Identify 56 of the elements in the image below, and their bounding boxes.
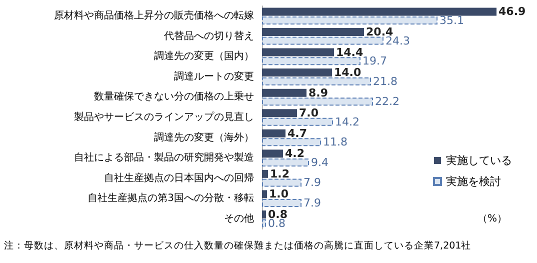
data-label: 8.9 bbox=[308, 86, 328, 100]
y-tick-label: 調達ルートの変更 bbox=[174, 70, 254, 82]
data-label: 46.9 bbox=[498, 5, 526, 18]
y-tick-label: 自社による部品・製品の研究開発や製造 bbox=[74, 152, 254, 164]
bar bbox=[262, 28, 364, 36]
bar bbox=[262, 36, 384, 45]
bar bbox=[262, 198, 302, 207]
bar bbox=[262, 158, 310, 166]
data-label: 35.1 bbox=[440, 14, 464, 28]
bar bbox=[262, 190, 267, 198]
bar bbox=[262, 88, 307, 97]
data-label: 14.4 bbox=[336, 46, 364, 59]
y-tick-label: 製品やサービスのラインアップの見直し bbox=[74, 111, 254, 123]
data-label: 7.9 bbox=[304, 176, 321, 190]
bar bbox=[262, 219, 266, 228]
annotation: （%） bbox=[478, 214, 508, 224]
data-label: 4.2 bbox=[285, 147, 304, 160]
bar bbox=[262, 57, 361, 66]
legend-label: 実施している bbox=[446, 154, 512, 167]
bar bbox=[262, 77, 372, 86]
y-tick-label: 調達先の変更（海外） bbox=[154, 131, 254, 144]
bar bbox=[262, 118, 334, 126]
data-label: 11.8 bbox=[323, 136, 348, 149]
bar bbox=[262, 109, 297, 118]
y-tick-label: 代替品への切り替え bbox=[163, 30, 254, 42]
bar bbox=[262, 98, 374, 106]
bar bbox=[262, 48, 334, 56]
y-tick-label: 原材料や商品価格上昇分の販売価格への転嫁 bbox=[54, 10, 254, 22]
text: 注：母数は、原材料や商品・サービスの仕入数量の確保難または価格の高騰に直面している企業7,201社 bbox=[4, 240, 472, 252]
data-label: 4.7 bbox=[288, 126, 307, 140]
data-label: 24.3 bbox=[386, 34, 410, 48]
y-tick-label: その他 bbox=[224, 212, 254, 224]
data-label: 21.8 bbox=[373, 74, 398, 88]
y-tick-label: 自社生産拠点の第3国への分散・移転 bbox=[88, 192, 254, 204]
data-label: 9.4 bbox=[311, 156, 329, 169]
y-tick-label: 数量確保できない分の価格の上乗せ bbox=[94, 90, 254, 103]
data-label: 7.0 bbox=[299, 106, 319, 120]
data-label: 1.2 bbox=[270, 167, 290, 180]
data-label: 7.9 bbox=[304, 196, 321, 210]
legend-label: 実施を検討 bbox=[446, 175, 501, 188]
bar bbox=[262, 210, 266, 218]
data-label: 19.7 bbox=[362, 54, 388, 68]
bar bbox=[262, 138, 322, 146]
bar bbox=[262, 16, 438, 25]
bar bbox=[262, 170, 268, 178]
bar bbox=[262, 8, 497, 16]
data-label: 1.0 bbox=[269, 188, 289, 201]
y-tick-label: 調達先の変更（国内） bbox=[154, 50, 254, 62]
data-label: 22.2 bbox=[375, 95, 400, 108]
data-label: 14.0 bbox=[334, 66, 362, 80]
bar bbox=[262, 129, 286, 138]
y-tick-label: 自社生産拠点の日本国内への回帰 bbox=[104, 172, 254, 184]
data-label: 14.2 bbox=[335, 115, 360, 128]
bar bbox=[262, 68, 332, 77]
bar bbox=[262, 150, 283, 158]
bar bbox=[262, 178, 302, 187]
